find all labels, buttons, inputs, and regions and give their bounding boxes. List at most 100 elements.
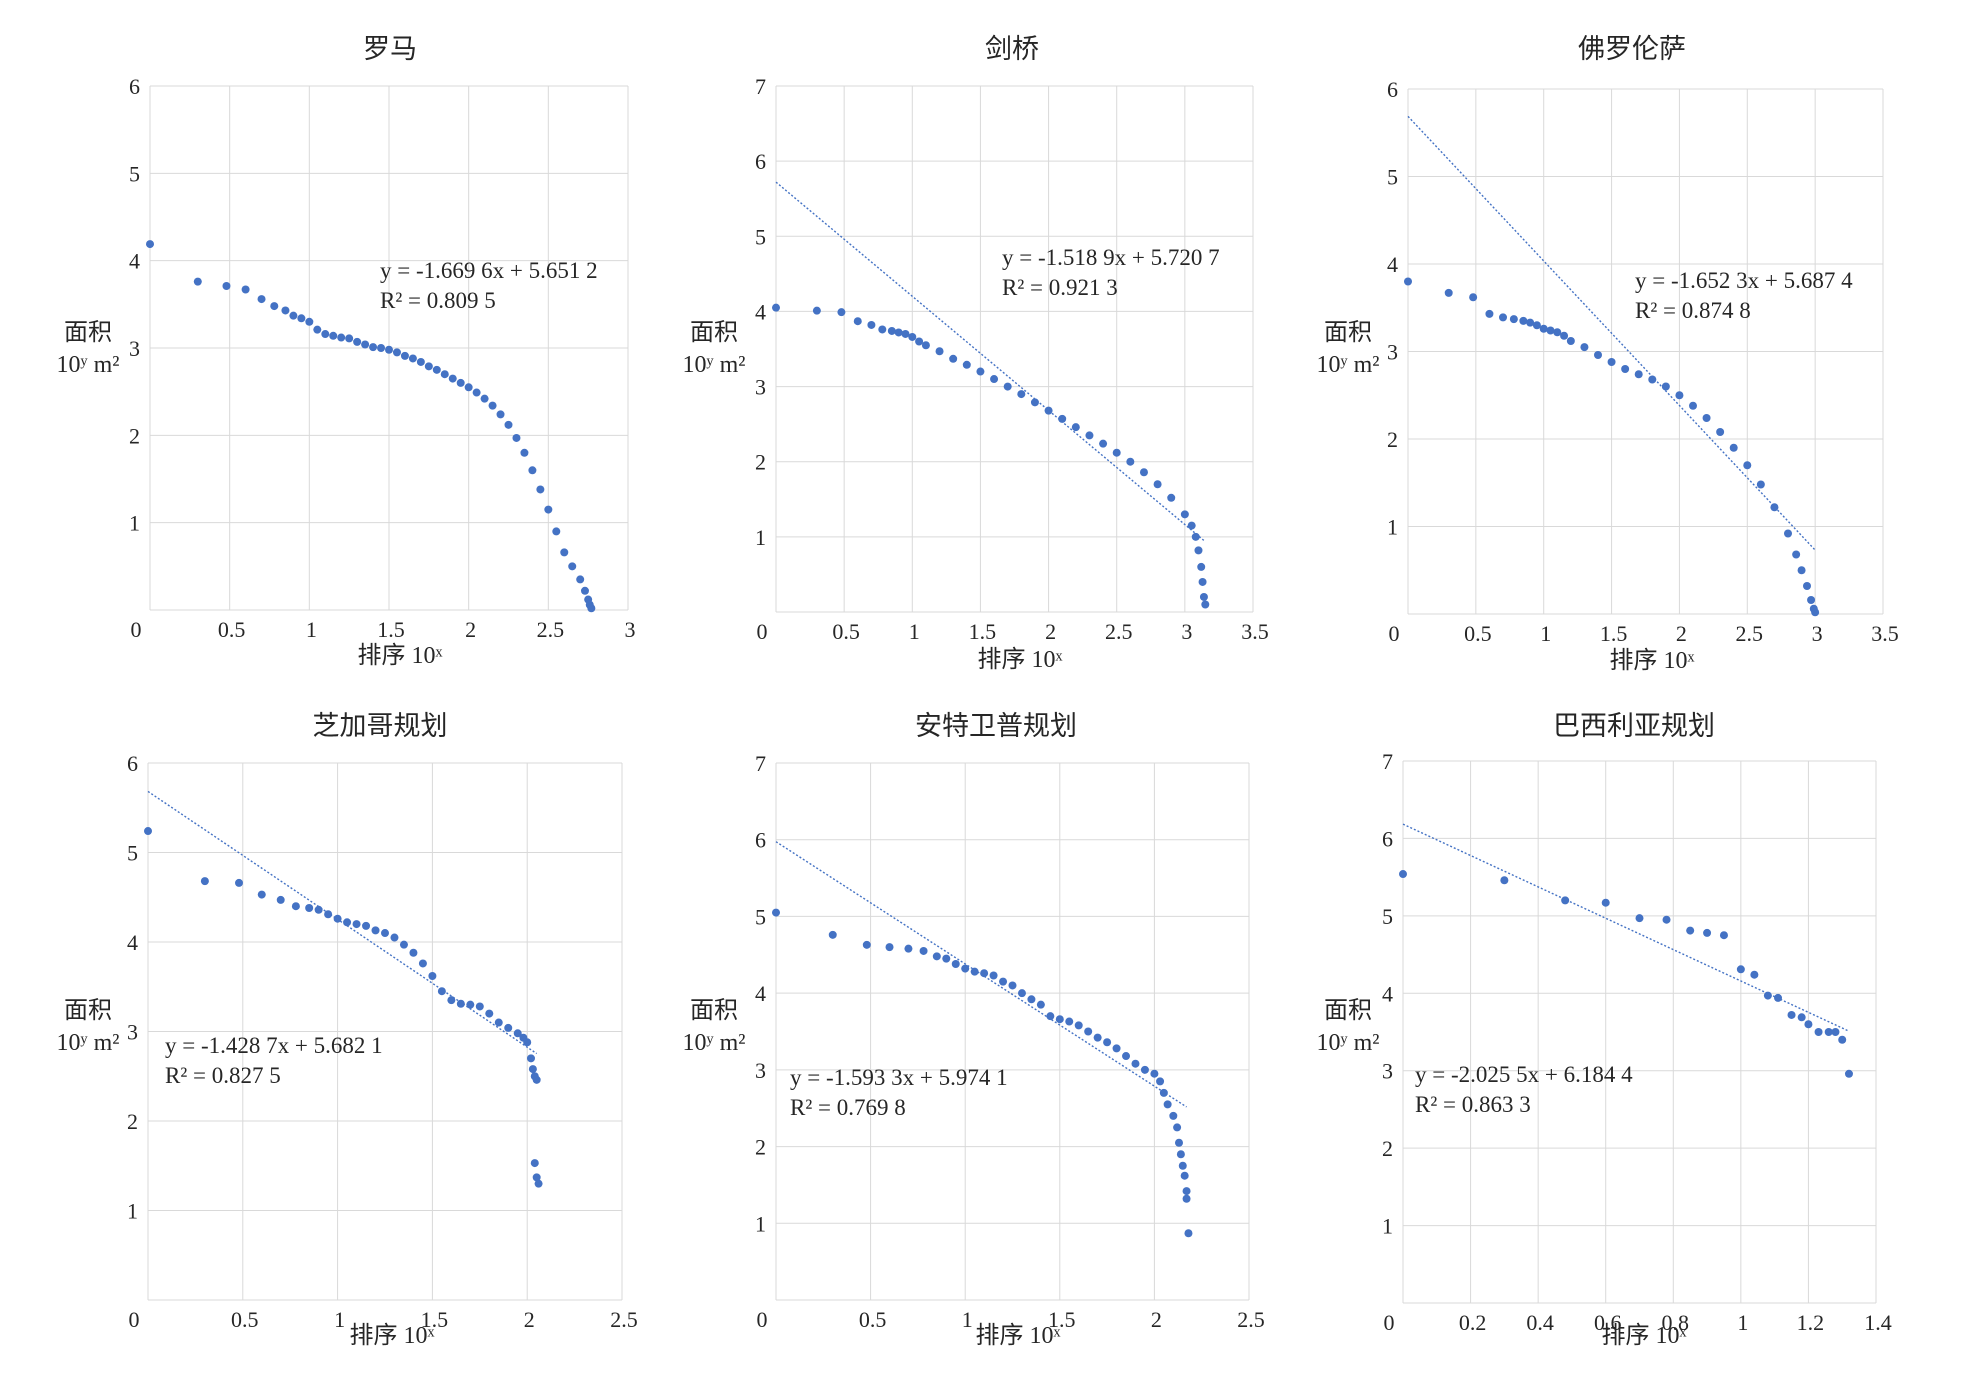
data-point <box>1017 390 1026 399</box>
data-point <box>962 360 971 369</box>
regression-equation: y = -1.652 3x + 5.687 4 <box>1635 268 1853 293</box>
data-point <box>1792 550 1801 559</box>
y-tick-label: 3 <box>755 375 766 400</box>
data-point <box>1635 914 1644 923</box>
y-axis-unit: 10ʸ m² <box>683 352 746 378</box>
data-point <box>480 394 489 403</box>
data-point <box>1122 1052 1131 1061</box>
data-point <box>904 944 913 953</box>
data-point <box>921 341 930 350</box>
y-tick-label: 4 <box>127 930 138 955</box>
data-point <box>257 890 266 899</box>
data-point <box>1084 1027 1093 1036</box>
y-tick-label: 4 <box>1382 981 1393 1006</box>
regression-equation: y = -1.669 6x + 5.651 2 <box>380 258 598 283</box>
data-point <box>428 972 437 981</box>
y-tick-label: 2 <box>1387 427 1398 452</box>
r-squared-label: R² = 0.809 5 <box>380 288 496 313</box>
data-point <box>901 329 910 338</box>
data-point <box>381 929 389 938</box>
trendline <box>1402 823 1850 1032</box>
data-point <box>812 306 821 315</box>
data-point <box>1074 1021 1083 1030</box>
data-point <box>1046 1012 1055 1021</box>
x-tick-label: 1.5 <box>969 619 997 644</box>
data-point <box>291 902 300 911</box>
data-point <box>1003 382 1012 391</box>
x-tick-label: 2.5 <box>1736 621 1764 646</box>
data-point <box>1126 457 1135 466</box>
data-point <box>1156 1077 1165 1086</box>
y-tick-label: 1 <box>1387 515 1398 540</box>
data-point <box>853 317 862 326</box>
y-tick-label: 6 <box>755 149 766 174</box>
data-point <box>385 345 393 354</box>
x-tick-label: 1 <box>1540 621 1551 646</box>
data-point <box>908 332 917 341</box>
data-point <box>961 964 970 973</box>
chart-title: 罗马 <box>363 34 417 64</box>
y-tick-label: 1 <box>127 1199 138 1224</box>
data-point <box>528 1065 537 1074</box>
chart-title: 芝加哥规划 <box>313 711 448 741</box>
x-tick-label: 2.5 <box>537 617 565 642</box>
data-point <box>1831 1028 1840 1036</box>
data-point <box>887 326 896 335</box>
data-point <box>1167 493 1176 502</box>
data-point <box>1139 468 1148 477</box>
x-tick-label: 1.5 <box>377 617 405 642</box>
data-point <box>1182 1187 1191 1196</box>
y-tick-label: 6 <box>127 751 138 776</box>
data-point <box>333 914 342 923</box>
data-point <box>369 343 378 352</box>
data-point <box>475 1002 484 1011</box>
y-axis-label: 面积 <box>690 997 738 1024</box>
y-tick-label: 3 <box>1387 340 1398 365</box>
data-point <box>1027 995 1036 1004</box>
data-point <box>241 285 250 294</box>
data-point <box>1174 1138 1183 1147</box>
data-point <box>399 940 408 949</box>
data-point <box>1675 391 1684 400</box>
data-point <box>526 1054 535 1063</box>
data-point <box>1199 592 1208 601</box>
data-point <box>1176 1150 1185 1159</box>
data-point <box>1803 582 1811 590</box>
data-point <box>1182 1194 1191 1203</box>
data-point <box>343 918 352 927</box>
data-point <box>1662 915 1671 924</box>
x-tick-label: 0.5 <box>231 1307 259 1332</box>
data-point <box>772 908 780 917</box>
data-point <box>1553 328 1562 337</box>
data-point <box>281 306 290 315</box>
data-point <box>1661 382 1670 391</box>
data-point <box>1580 343 1589 352</box>
data-point <box>576 575 585 584</box>
x-tick-label: 2.5 <box>1105 619 1133 644</box>
data-point <box>1703 928 1712 937</box>
x-tick-label: 2.5 <box>1237 1307 1265 1332</box>
x-tick-label: 0.5 <box>859 1307 887 1332</box>
data-point <box>1686 926 1695 935</box>
y-tick-label: 4 <box>755 299 766 324</box>
data-point <box>1180 510 1189 519</box>
y-axis-unit: 10ʸ m² <box>57 352 120 378</box>
data-point <box>305 317 314 326</box>
y-tick-label: 3 <box>129 336 140 361</box>
data-point <box>324 910 333 919</box>
y-tick-label: 7 <box>755 74 766 99</box>
data-point <box>894 328 903 337</box>
data-point <box>1560 331 1569 340</box>
y-tick-label: 1 <box>755 525 766 550</box>
x-tick-label: 3.5 <box>1871 621 1899 646</box>
data-point <box>1763 991 1772 1000</box>
y-tick-label: 6 <box>755 828 766 853</box>
data-point <box>1784 529 1792 538</box>
data-point <box>377 344 386 352</box>
y-tick-label: 6 <box>1382 826 1393 851</box>
r-squared-label: R² = 0.921 3 <box>1002 275 1118 300</box>
data-point <box>409 948 418 957</box>
data-point <box>1150 1069 1159 1078</box>
regression-equation: y = -1.593 3x + 5.974 1 <box>790 1065 1008 1090</box>
